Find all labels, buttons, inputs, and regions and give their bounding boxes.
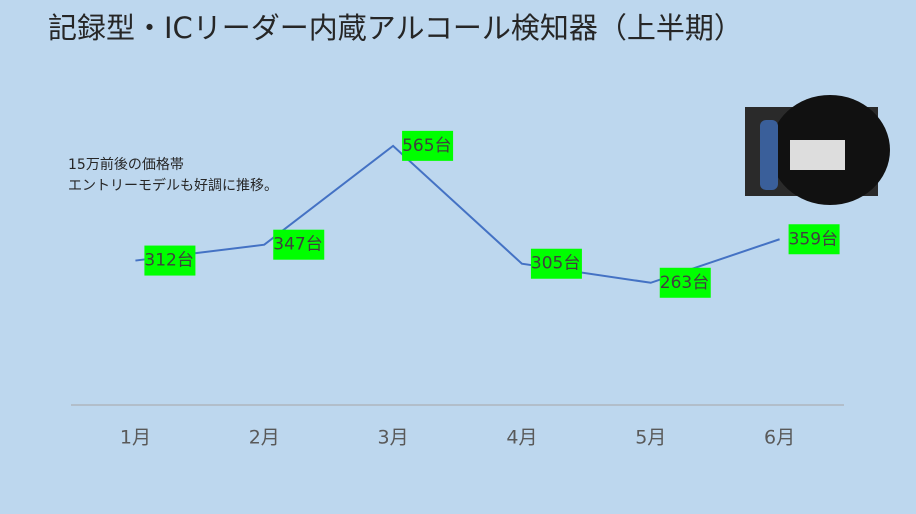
label-background — [530, 248, 582, 279]
data-label: 263台 — [660, 273, 709, 293]
data-label: 312台 — [144, 251, 193, 271]
data-label: 305台 — [531, 254, 580, 274]
x-tick-label: 5月 — [635, 427, 666, 449]
x-tick-label: 6月 — [764, 427, 795, 449]
annotation: エントリーモデルも好調に推移。 — [68, 177, 278, 194]
data-label: 565台 — [402, 136, 451, 156]
data-label: 347台 — [273, 235, 322, 255]
x-tick-label: 2月 — [249, 427, 280, 449]
chart-title: 記録型・ICリーダー内蔵アルコール検知器（上半期） — [48, 11, 743, 45]
label-background — [273, 229, 325, 260]
x-tick-label: 1月 — [120, 427, 151, 449]
label-background — [659, 267, 711, 298]
product-photo — [745, 95, 890, 205]
x-tick-label: 3月 — [378, 427, 409, 449]
annotation: 15万前後の価格帯 — [68, 156, 184, 173]
x-tick-label: 4月 — [506, 427, 537, 449]
label-background — [144, 245, 196, 276]
label-background — [788, 224, 840, 255]
label-background — [402, 130, 454, 161]
data-label: 359台 — [789, 229, 838, 249]
